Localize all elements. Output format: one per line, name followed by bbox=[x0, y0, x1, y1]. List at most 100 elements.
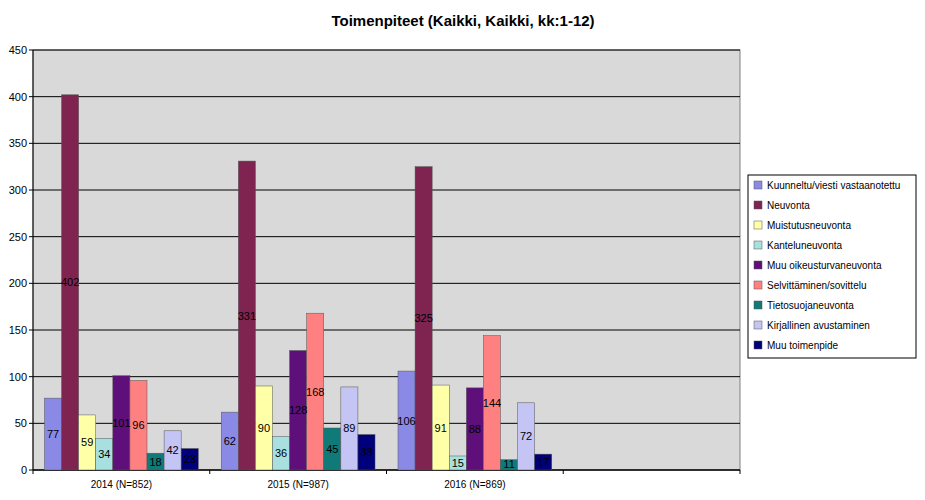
data-label: 91 bbox=[435, 422, 447, 434]
plot-area bbox=[33, 50, 740, 470]
data-label: 96 bbox=[132, 419, 144, 431]
grid-line bbox=[33, 96, 740, 97]
bar bbox=[238, 161, 255, 470]
legend-label: Kanteluneuvonta bbox=[767, 240, 843, 251]
grid-line bbox=[33, 50, 740, 51]
data-label: 38 bbox=[360, 446, 372, 458]
data-label: 18 bbox=[149, 456, 161, 468]
title: Toimenpiteet (Kaikki, Kaikki, kk:1-12) bbox=[331, 12, 594, 29]
bar bbox=[483, 336, 500, 470]
bar bbox=[341, 387, 358, 470]
bar bbox=[164, 431, 181, 470]
bar bbox=[398, 371, 415, 470]
data-label: 90 bbox=[258, 422, 270, 434]
y-tick bbox=[29, 96, 33, 97]
legend-label: Kirjallinen avustaminen bbox=[767, 320, 870, 331]
legend-label: Muu oikeusturvaneuvonta bbox=[767, 260, 882, 271]
y-tick-label: 450 bbox=[9, 44, 27, 56]
legend-label: Selvittäminen/sovittelu bbox=[767, 280, 867, 291]
y-tick-label: 400 bbox=[9, 91, 27, 103]
data-label: 59 bbox=[81, 436, 93, 448]
y-tick-label: 50 bbox=[15, 417, 27, 429]
data-label: 168 bbox=[306, 386, 324, 398]
bar bbox=[113, 376, 130, 470]
y-tick bbox=[29, 283, 33, 284]
bar bbox=[432, 385, 449, 470]
data-label: 72 bbox=[520, 430, 532, 442]
data-label: 36 bbox=[275, 447, 287, 459]
x-tick bbox=[386, 470, 387, 474]
x-tick bbox=[209, 470, 210, 474]
legend-swatch bbox=[754, 241, 762, 249]
y-tick bbox=[29, 330, 33, 331]
bar bbox=[449, 456, 466, 470]
legend-swatch bbox=[754, 221, 762, 229]
data-label: 77 bbox=[47, 428, 59, 440]
data-label: 331 bbox=[238, 310, 256, 322]
bar bbox=[466, 388, 483, 470]
y-axis bbox=[33, 50, 34, 470]
data-label: 23 bbox=[184, 453, 196, 465]
y-tick-label: 0 bbox=[21, 464, 27, 476]
legend-swatch bbox=[754, 261, 762, 269]
data-label: 15 bbox=[452, 457, 464, 469]
data-label: 106 bbox=[397, 415, 415, 427]
bar bbox=[221, 412, 238, 470]
y-tick-label: 250 bbox=[9, 231, 27, 243]
legend-swatch bbox=[754, 301, 762, 309]
bar bbox=[518, 403, 535, 470]
y-tick bbox=[29, 236, 33, 237]
y-tick bbox=[29, 376, 33, 377]
data-label: 11 bbox=[503, 458, 514, 470]
legend-label: Muistutusneuvonta bbox=[767, 220, 851, 231]
bar bbox=[147, 453, 164, 470]
chart: 0501001502002503003504004502014 (N=852)2… bbox=[0, 0, 925, 500]
data-label: 17 bbox=[537, 456, 549, 468]
bar bbox=[255, 386, 272, 470]
grid-line bbox=[33, 190, 740, 191]
y-tick-label: 300 bbox=[9, 184, 27, 196]
y-tick bbox=[29, 470, 33, 471]
grid-line bbox=[33, 330, 740, 331]
data-label: 144 bbox=[483, 397, 501, 409]
bar bbox=[324, 428, 341, 470]
bar bbox=[307, 313, 324, 470]
data-label: 402 bbox=[61, 276, 79, 288]
data-label: 89 bbox=[343, 422, 355, 434]
legend-label: Muu toimenpide bbox=[767, 340, 839, 351]
bar bbox=[62, 95, 79, 470]
x-tick-label: 2016 (N=869) bbox=[444, 479, 505, 490]
x-tick bbox=[563, 470, 564, 474]
grid-line bbox=[33, 236, 740, 237]
bar bbox=[79, 415, 96, 470]
data-label: 128 bbox=[289, 404, 307, 416]
grid-line bbox=[33, 143, 740, 144]
bar bbox=[272, 436, 289, 470]
bar bbox=[130, 380, 147, 470]
x-tick-label: 2015 (N=987) bbox=[267, 479, 328, 490]
bar bbox=[96, 438, 113, 470]
data-label: 62 bbox=[224, 435, 236, 447]
y-tick-label: 150 bbox=[9, 324, 27, 336]
y-tick-label: 200 bbox=[9, 277, 27, 289]
x-tick-label: 2014 (N=852) bbox=[91, 479, 152, 490]
y-tick-label: 100 bbox=[9, 371, 27, 383]
x-tick bbox=[33, 470, 34, 474]
bar bbox=[290, 351, 307, 470]
y-tick bbox=[29, 50, 33, 51]
data-label: 325 bbox=[414, 312, 432, 324]
bar bbox=[415, 167, 432, 470]
data-label: 42 bbox=[167, 444, 179, 456]
legend-swatch bbox=[754, 201, 762, 209]
data-label: 45 bbox=[326, 443, 338, 455]
data-label: 101 bbox=[112, 417, 130, 429]
bar bbox=[358, 435, 375, 470]
legend bbox=[748, 175, 916, 358]
data-label: 88 bbox=[469, 423, 481, 435]
bar bbox=[535, 454, 552, 470]
bars bbox=[44, 95, 551, 470]
legend-swatch bbox=[754, 181, 762, 189]
data-labels: 77 62 106 402 331 325 59 90 91 34 36 15 101 128 88 96 16… bbox=[47, 276, 549, 470]
data-label: 34 bbox=[98, 448, 110, 460]
x-tick bbox=[740, 470, 741, 474]
